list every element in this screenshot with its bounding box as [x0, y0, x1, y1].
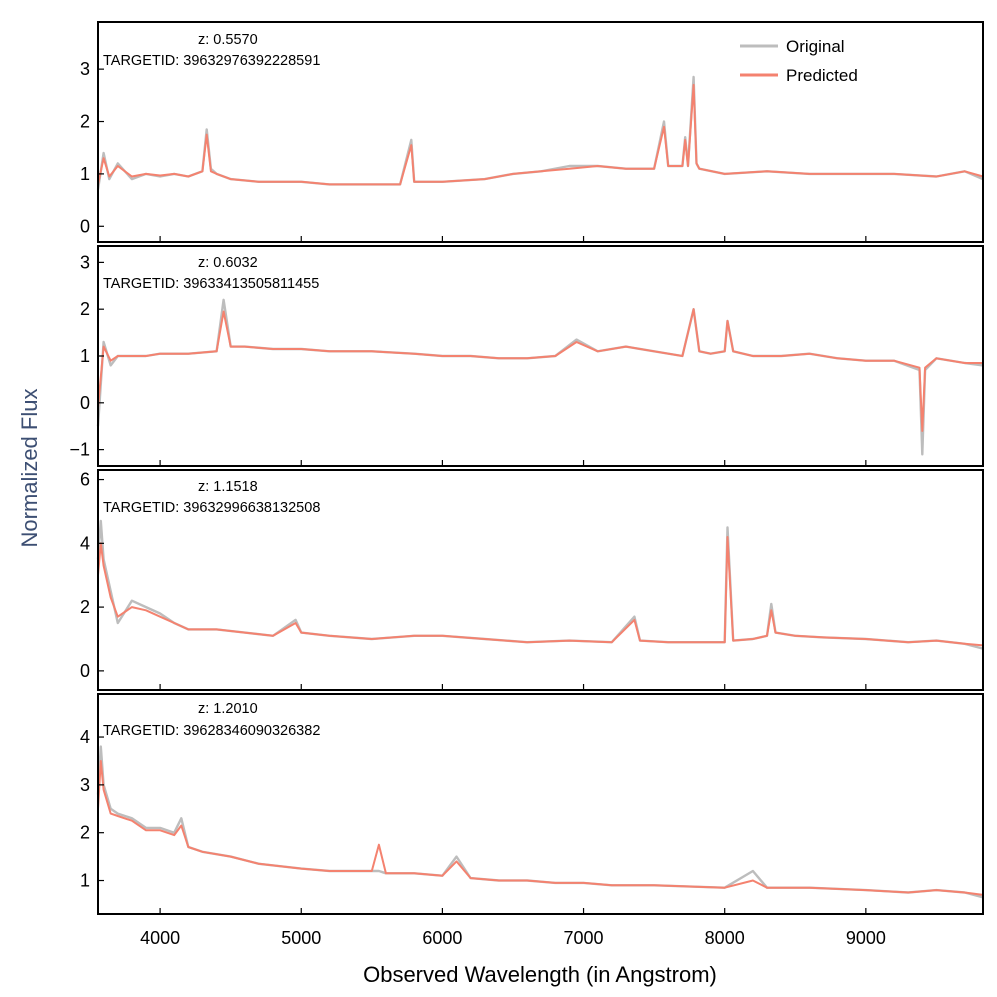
panel-0-ytick-label: 1: [80, 164, 90, 184]
panel-2-ytick-label: 6: [80, 470, 90, 490]
panel-1-series: [96, 298, 984, 456]
panel-0: 0 1 2 3 z: 0.5570 TARGETID: 396329763922285…: [80, 21, 984, 243]
panel-0-ytick-label: 0: [80, 216, 90, 236]
panel-0-series-predicted: [97, 83, 984, 186]
panel-2-z-label: z: 1.1518: [198, 479, 258, 495]
panel-3-z-label: z: 1.2010: [198, 701, 258, 717]
panel-3-frame: [97, 693, 984, 915]
panel-3-targetid-label: TARGETID: 39628346090326382: [103, 723, 320, 739]
panel-1-ytick-label: −1: [69, 440, 90, 460]
x-tick-label: 4000: [140, 928, 180, 948]
panel-3-ytick-label: 2: [80, 823, 90, 843]
panel-1: −1 0 1 2 3 z: 0.6032 TARGETID: 3963341350581…: [69, 245, 984, 467]
panel-3-series-original: [96, 745, 984, 899]
panel-0-yticks: 0 1 2 3: [80, 59, 867, 242]
panel-2-series-predicted: [97, 536, 984, 647]
x-tick-label: 5000: [281, 928, 321, 948]
panel-0-targetid-label: TARGETID: 39632976392228591: [103, 53, 320, 69]
x-tick-label: 6000: [422, 928, 462, 948]
panel-1-ytick-label: 0: [80, 393, 90, 413]
panel-2-ytick-label: 2: [80, 597, 90, 617]
x-tick-label: 8000: [705, 928, 745, 948]
panel-2-ytick-label: 0: [80, 661, 90, 681]
panel-1-ytick-label: 2: [80, 299, 90, 319]
panel-3: 1 2 3 4 z: 1.2010 TARGETID: 396283460903263…: [80, 693, 984, 915]
panel-2-yticks: 0 2 4 6: [80, 470, 867, 690]
legend: Original Predicted: [740, 37, 858, 85]
panel-2-series: [96, 519, 984, 650]
x-tick-label: 9000: [846, 928, 886, 948]
panel-3-yticks: 1 2 3 4: [80, 727, 867, 914]
legend-label-predicted: Predicted: [786, 66, 858, 85]
panel-2-frame: [97, 469, 984, 691]
panel-3-ytick-label: 4: [80, 727, 90, 747]
panel-1-yticks: −1 0 1 2 3: [69, 252, 867, 466]
panel-1-z-label: z: 0.6032: [198, 255, 258, 271]
panel-2-series-original: [96, 519, 984, 650]
panel-0-ytick-label: 2: [80, 112, 90, 132]
panel-1-series-original: [96, 298, 984, 456]
panel-2: 0 2 4 6 z: 1.1518 TARGETID: 396329966381325…: [80, 469, 984, 691]
panel-0-ytick-label: 3: [80, 59, 90, 79]
panel-0-series: [96, 75, 984, 190]
panel-0-frame: [97, 21, 984, 243]
panel-0-series-original: [96, 75, 984, 190]
panel-0-z-label: z: 0.5570: [198, 32, 258, 48]
panel-3-series-predicted: [97, 760, 984, 896]
panel-1-series-predicted: [97, 308, 983, 432]
panel-3-ytick-label: 1: [80, 871, 90, 891]
panel-1-ytick-label: 1: [80, 346, 90, 366]
x-axis-title: Observed Wavelength (in Angstrom): [363, 962, 717, 987]
legend-label-original: Original: [786, 37, 845, 56]
panel-1-targetid-label: TARGETID: 39633413505811455: [103, 276, 319, 292]
panel-3-series: [96, 745, 984, 899]
x-axis-ticks: 4000 5000 6000 7000 8000 9000: [140, 928, 886, 948]
y-axis-title: Normalized Flux: [17, 389, 42, 548]
x-tick-label: 7000: [564, 928, 604, 948]
panel-1-ytick-label: 3: [80, 252, 90, 272]
panel-3-ytick-label: 3: [80, 775, 90, 795]
panel-2-ytick-label: 4: [80, 533, 90, 553]
panel-2-targetid-label: TARGETID: 39632996638132508: [103, 500, 320, 516]
